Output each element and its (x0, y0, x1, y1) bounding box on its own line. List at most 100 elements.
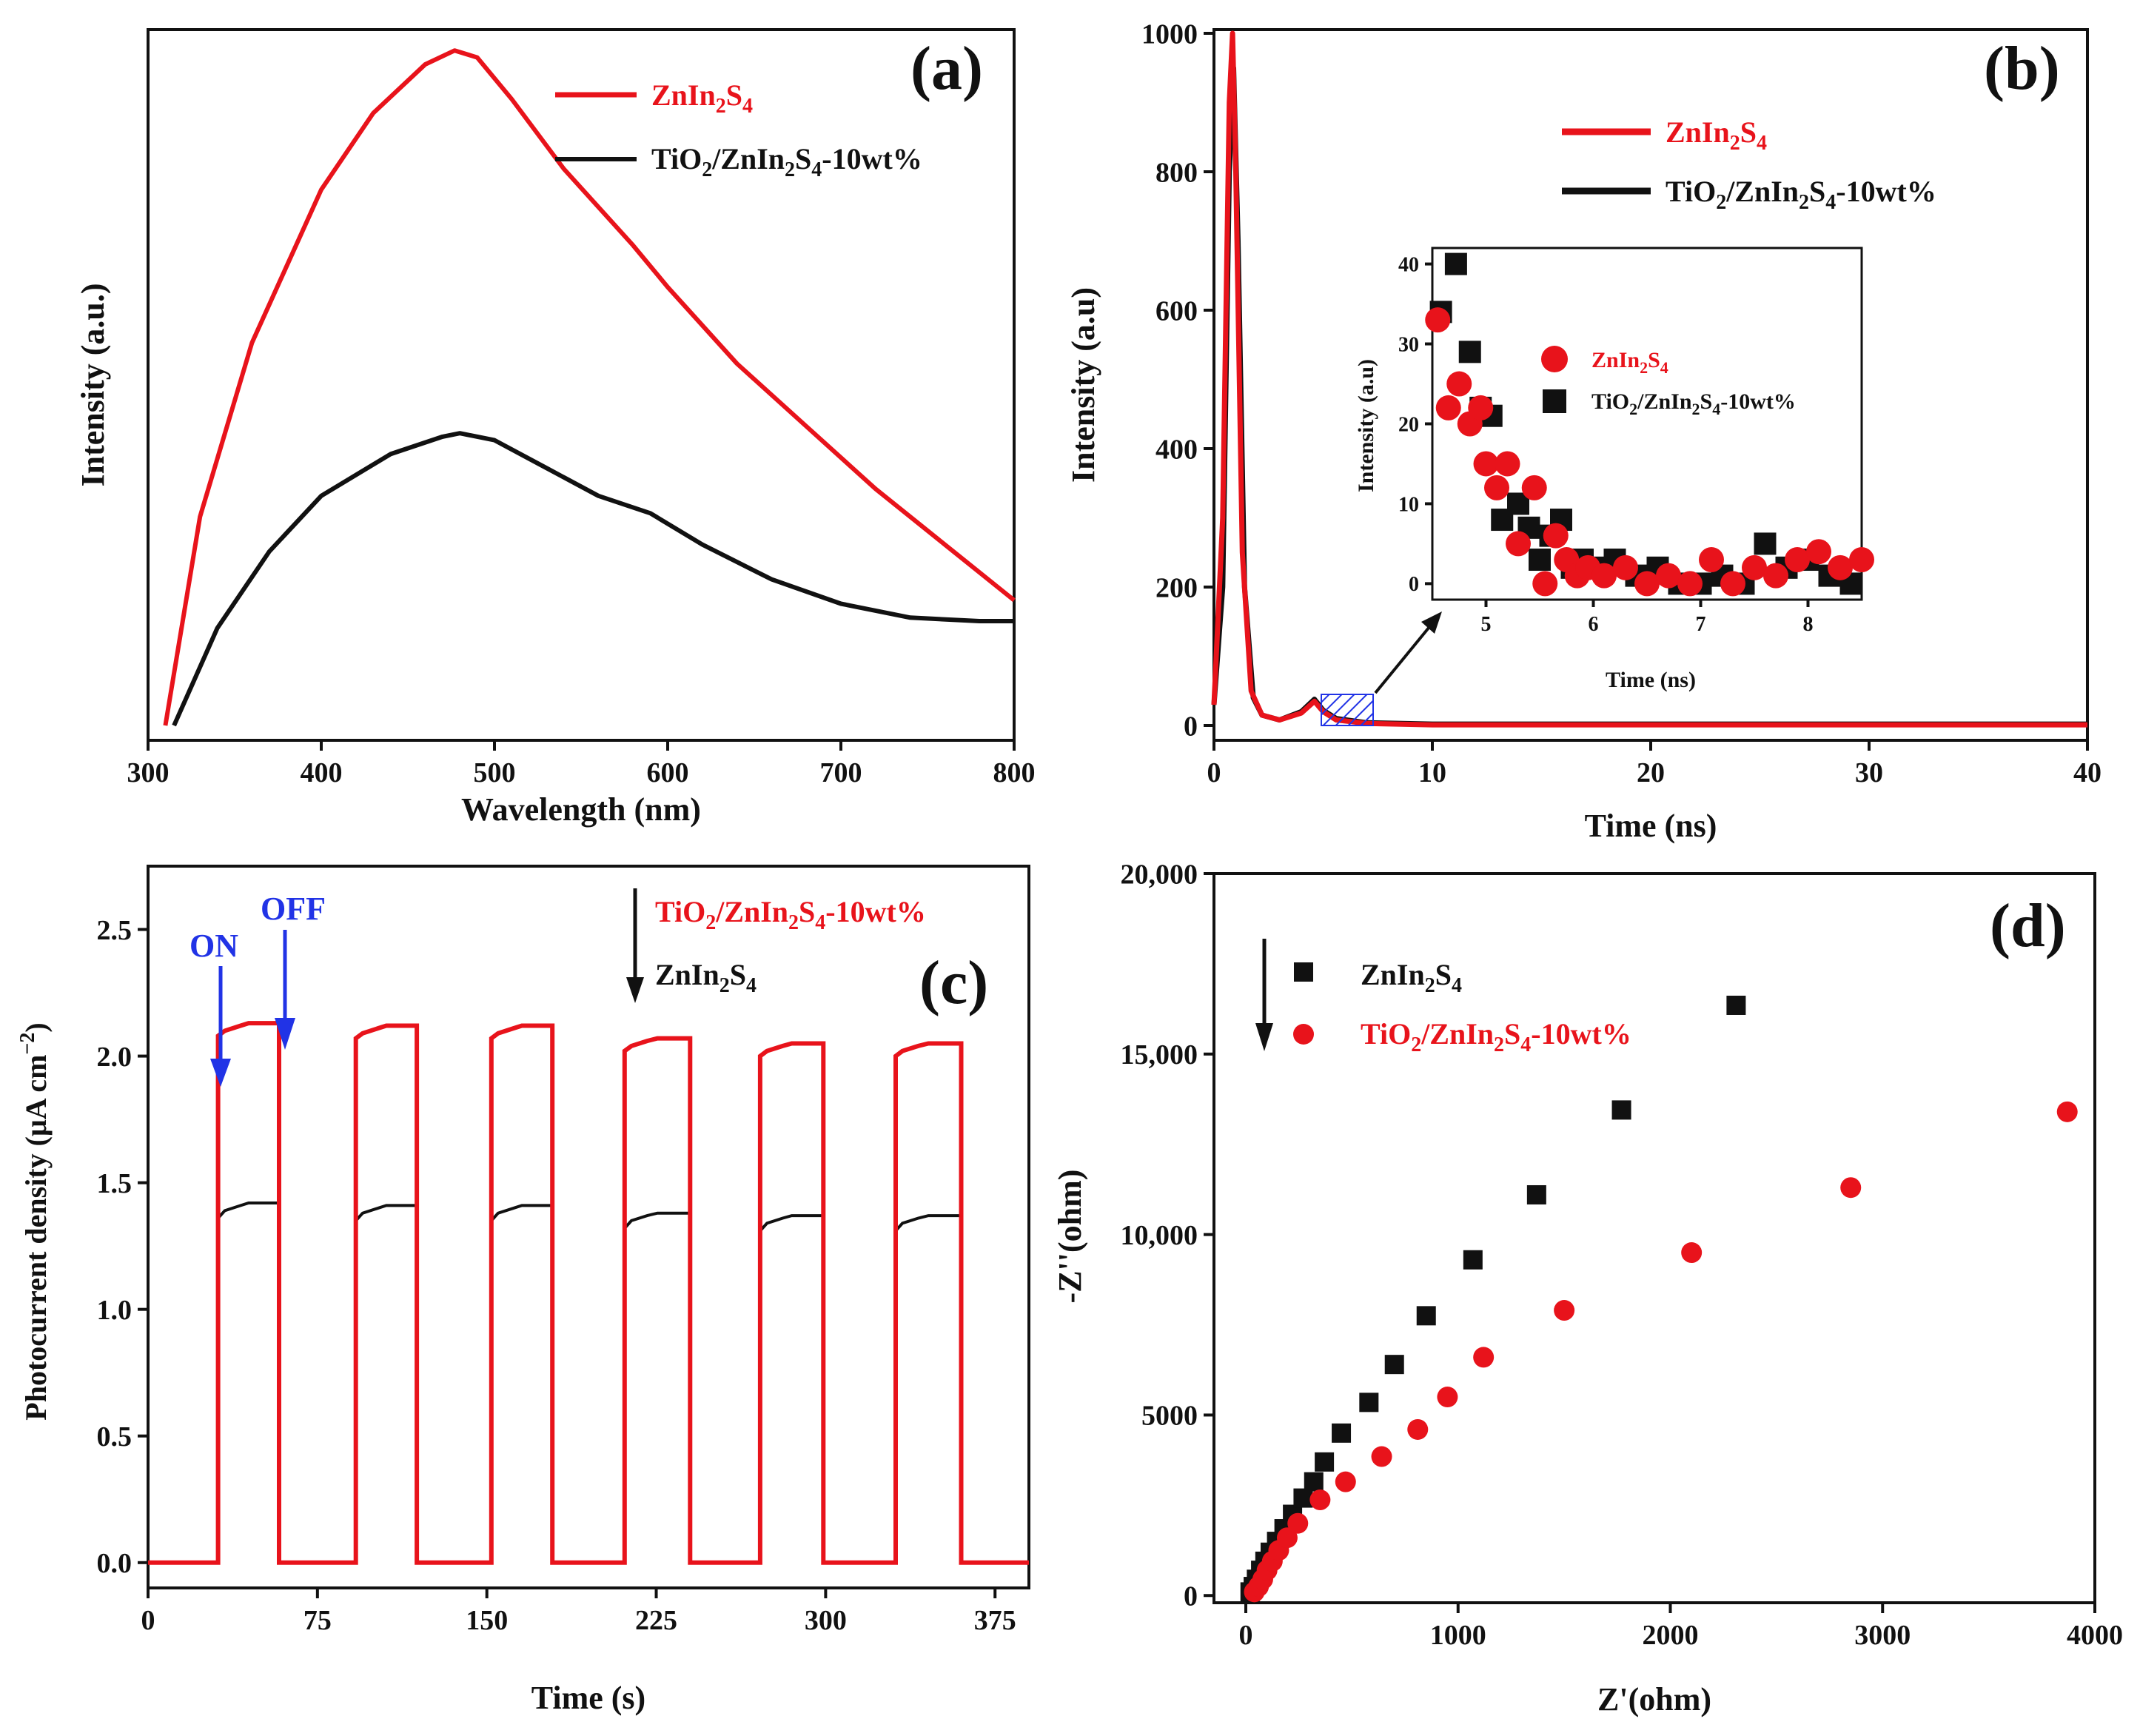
x-tick-label: 225 (635, 1605, 677, 1636)
y-tick-label: 5000 (1141, 1401, 1198, 1432)
legend-label-tio2-zis: TiO2/ZnIn2S4-10wt% (651, 142, 922, 181)
b-inset-circle-point (1506, 531, 1531, 557)
x-tick-label: 700 (820, 757, 862, 788)
b-inset-circle-point (1634, 571, 1660, 597)
y-tick-label: 0.5 (97, 1421, 133, 1452)
b-inset-circle-point (1473, 451, 1499, 477)
d-circle-point (1371, 1446, 1392, 1467)
b-inset-legend-marker-zis (1541, 346, 1568, 372)
b-inset-square-point (1444, 252, 1467, 275)
x-tick-label: 20 (1637, 757, 1665, 788)
d-square-point (1726, 995, 1746, 1015)
b-inset-circle-point (1425, 307, 1451, 333)
y-tick-label: 40 (1398, 253, 1419, 276)
y-tick-label: 30 (1398, 333, 1419, 356)
c-decrease-arrowhead (626, 977, 644, 1003)
b-inset-circle-point (1446, 371, 1472, 397)
b-inset-x-label: Time (ns) (1606, 668, 1696, 692)
d-circle-point (2056, 1101, 2078, 1122)
d-circle-point (1473, 1347, 1495, 1368)
b-inset-circle-point (1742, 554, 1767, 580)
d-square-point (1526, 1184, 1546, 1204)
x-tick-label: 40 (2073, 757, 2102, 788)
panel-a-y-label: Intensity (a.u.) (75, 283, 111, 486)
b-inset-circle-point (1484, 475, 1509, 500)
x-tick-label: 500 (474, 757, 516, 788)
d-circle-point (1554, 1300, 1575, 1321)
panel-c-x-label: Time (s) (531, 1680, 645, 1716)
y-tick-label: 400 (1155, 434, 1198, 465)
x-tick-label: 300 (127, 757, 170, 788)
b-inset: 5 6 7 8 0 10 20 30 40 Time (ns) Intensity (a.u)… (1354, 247, 1874, 692)
d-legend-marker-tio2-zis (1293, 1024, 1314, 1045)
b-inset-square-point (1458, 341, 1481, 363)
panel-d-label: (d) (1990, 891, 2066, 960)
x-tick-label: 300 (805, 1605, 847, 1636)
b-inset-legend-label-tio2-zis: TiO2/ZnIn2S4-10wt% (1591, 389, 1796, 418)
b-inset-circle-point (1849, 547, 1874, 573)
d-square-point (1332, 1423, 1352, 1443)
x-tick-label: 0 (1239, 1620, 1253, 1651)
b-inset-legend-marker-tio2-zis (1543, 389, 1566, 413)
d-square-point (1315, 1452, 1335, 1472)
b-inset-circle-point (1495, 451, 1520, 477)
panel-d-y-label: -Z''(ohm) (1052, 1170, 1088, 1304)
a-series-line (163, 48, 1016, 726)
panel-a: 300 400 500 600 700 800 (a) Wavelength (nm) I… (75, 28, 1036, 828)
d-square-point (1304, 1472, 1324, 1492)
b-inset-circle-point (1699, 547, 1724, 573)
d-square-point (1293, 1488, 1313, 1508)
x-tick-label: 8 (1803, 613, 1814, 636)
y-tick-label: 20,000 (1121, 859, 1198, 890)
d-square-point (1359, 1393, 1379, 1412)
y-tick-label: 10,000 (1121, 1220, 1198, 1251)
b-inset-y-label: Intensity (a.u) (1354, 359, 1378, 492)
y-tick-label: 0 (1184, 1581, 1198, 1612)
panel-c-label: (c) (919, 948, 988, 1017)
b-zoom-region (1321, 694, 1374, 726)
x-tick-label: 150 (466, 1605, 508, 1636)
b-inset-circle-point (1543, 523, 1569, 549)
b-inset-circle-point (1763, 563, 1788, 589)
panel-d: 0 1000 2000 3000 4000 0 5000 10,000 15,000 20,00… (1052, 859, 2123, 1717)
d-circle-point (1276, 1527, 1298, 1549)
x-tick-label: 5 (1481, 613, 1492, 636)
legend-label-zis: ZnIn2S4 (651, 78, 753, 118)
x-tick-label: 400 (301, 757, 343, 788)
b-inset-circle-point (1656, 563, 1681, 589)
panel-a-label: (a) (910, 34, 983, 103)
b-inset-circle-point (1677, 571, 1703, 597)
x-tick-label: 30 (1855, 757, 1883, 788)
d-circle-point (1309, 1489, 1331, 1511)
panel-b-y-label: Intensity (a.u) (1065, 287, 1101, 483)
c-series-line (148, 1021, 1029, 1565)
x-tick-label: 800 (993, 757, 1036, 788)
d-legend-marker-zis (1294, 962, 1313, 982)
y-tick-label: 1.0 (97, 1295, 133, 1326)
x-tick-label: 10 (1418, 757, 1446, 788)
x-tick-label: 375 (974, 1605, 1016, 1636)
x-tick-label: 600 (647, 757, 689, 788)
d-square-point (1463, 1250, 1483, 1270)
b-inset-circle-point (1521, 475, 1547, 500)
x-tick-label: 75 (303, 1605, 332, 1636)
b-legend-label-tio2-zis: TiO2/ZnIn2S4-10wt% (1666, 175, 1936, 214)
b-inset-circle-point (1720, 571, 1745, 597)
b-inset-square-point (1754, 532, 1777, 555)
d-circle-point (1335, 1471, 1356, 1492)
panel-b-x-label: Time (ns) (1585, 808, 1717, 844)
c-on-arrowhead (210, 1059, 231, 1087)
d-circle-point (1437, 1387, 1458, 1408)
b-inset-circle-point (1532, 571, 1558, 597)
d-legend-label-tio2-zis: TiO2/ZnIn2S4-10wt% (1361, 1017, 1631, 1056)
y-tick-label: 0 (1409, 573, 1419, 596)
d-legend-label-zis: ZnIn2S4 (1361, 958, 1462, 997)
c-legend-label-zis: ZnIn2S4 (655, 958, 757, 997)
x-tick-label: 3000 (1854, 1620, 1911, 1651)
b-inset-circle-point (1613, 554, 1638, 580)
y-tick-label: 15,000 (1121, 1039, 1198, 1070)
x-tick-label: 4000 (2067, 1620, 2123, 1651)
y-tick-label: 0 (1184, 711, 1198, 742)
